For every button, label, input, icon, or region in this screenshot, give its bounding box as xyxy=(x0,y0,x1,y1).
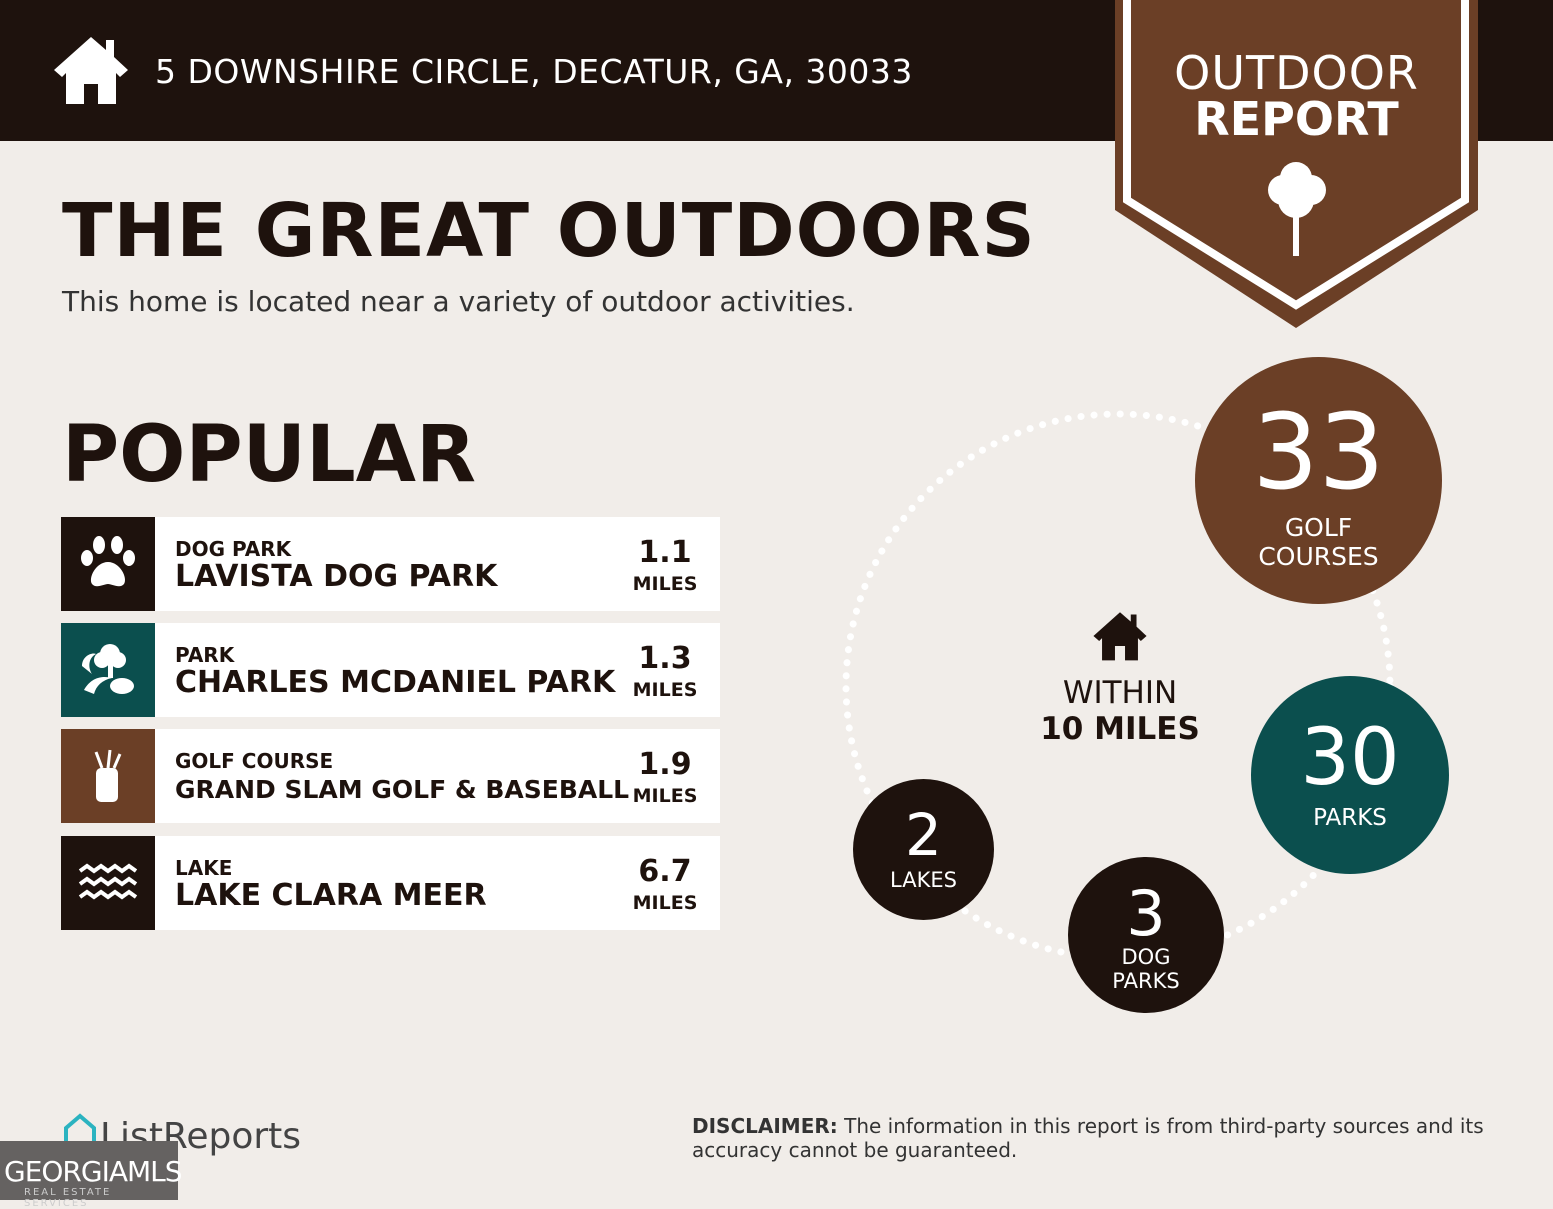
item-name: CHARLES MCDANIEL PARK xyxy=(175,665,616,700)
popular-heading: POPULAR xyxy=(62,410,477,500)
count-label: DOG xyxy=(1121,944,1171,969)
list-item: LAKE LAKE CLARA MEER 6.7 MILES xyxy=(61,836,720,930)
item-category: DOG PARK xyxy=(175,537,292,561)
paw-icon xyxy=(61,517,155,611)
page-subtitle: This home is located near a variety of o… xyxy=(62,285,855,318)
item-category: PARK xyxy=(175,643,235,667)
item-category: LAKE xyxy=(175,856,233,880)
count-label: COURSES xyxy=(1258,541,1379,571)
item-unit: MILES xyxy=(632,573,698,595)
count-label: PARKS xyxy=(1313,804,1387,831)
lakes-count: 2 LAKES xyxy=(853,779,994,920)
item-distance: 1.1 xyxy=(638,535,692,570)
badge-line2: REPORT xyxy=(1194,92,1399,146)
count-value: 30 xyxy=(1300,712,1400,803)
item-distance: 1.9 xyxy=(638,747,692,782)
list-item: DOG PARK LAVISTA DOG PARK 1.1 MILES xyxy=(61,517,720,611)
list-item: GOLF COURSE GRAND SLAM GOLF & BASEBALL 1… xyxy=(61,729,720,823)
park-icon xyxy=(61,623,155,717)
item-name: LAKE CLARA MEER xyxy=(175,878,487,913)
count-label: LAKES xyxy=(890,868,957,893)
within-label: WITHIN 10 MILES xyxy=(1020,675,1220,747)
georgia-mls-logo-text: GEORGIAMLS xyxy=(4,1155,183,1188)
house-icon xyxy=(1093,612,1147,661)
item-category: GOLF COURSE xyxy=(175,749,334,773)
item-name: GRAND SLAM GOLF & BASEBALL xyxy=(175,775,630,804)
item-distance: 6.7 xyxy=(638,854,692,889)
item-unit: MILES xyxy=(632,785,698,807)
count-value: 3 xyxy=(1126,876,1166,950)
golf-courses-count: 33 GOLF COURSES xyxy=(1195,357,1442,604)
parks-count: 30 PARKS xyxy=(1251,676,1449,874)
house-icon xyxy=(54,37,128,104)
disclaimer: DISCLAIMER: The information in this repo… xyxy=(692,1114,1512,1162)
within-line2: 10 MILES xyxy=(1040,711,1200,747)
list-item: PARK CHARLES MCDANIEL PARK 1.3 MILES xyxy=(61,623,720,717)
badge-line1: OUTDOOR xyxy=(1174,46,1419,100)
item-unit: MILES xyxy=(632,892,698,914)
count-value: 33 xyxy=(1252,390,1385,513)
waves-icon xyxy=(61,836,155,930)
tree-icon xyxy=(1268,162,1326,256)
golf-bag-icon xyxy=(61,729,155,823)
address: 5 DOWNSHIRE CIRCLE, DECATUR, GA, 30033 xyxy=(155,52,913,91)
georgia-mls-logo: GEORGIAMLS REAL ESTATE SERVICES xyxy=(0,1141,183,1209)
dog-parks-count: 3 DOG PARKS xyxy=(1068,857,1224,1013)
item-distance: 1.3 xyxy=(638,641,692,676)
within-line1: WITHIN xyxy=(1062,675,1178,711)
outdoor-report-badge xyxy=(1115,0,1478,328)
count-label: PARKS xyxy=(1112,969,1180,993)
item-unit: MILES xyxy=(632,679,698,701)
georgia-mls-tagline: REAL ESTATE SERVICES xyxy=(24,1187,112,1209)
item-name: LAVISTA DOG PARK xyxy=(175,559,498,594)
count-value: 2 xyxy=(905,801,942,870)
count-label: GOLF xyxy=(1284,512,1353,542)
disclaimer-label: DISCLAIMER: xyxy=(692,1114,838,1138)
disclaimer-text: The information in this report is from t… xyxy=(692,1114,1484,1162)
page-title: THE GREAT OUTDOORS xyxy=(62,188,1036,274)
listreports-icon xyxy=(64,1113,96,1146)
